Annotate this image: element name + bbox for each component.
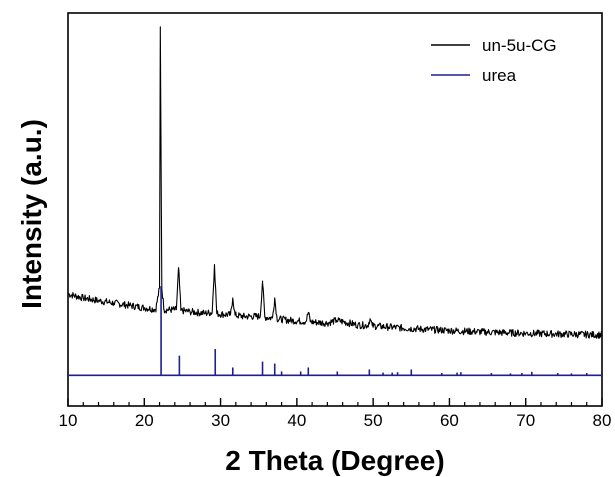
pattern-line (67, 26, 603, 339)
x-tick-label: 10 (59, 411, 78, 430)
y-axis-title: Intensity (a.u.) (16, 119, 47, 309)
legend-label: urea (482, 66, 517, 85)
series-layer (67, 26, 603, 377)
x-tick-label: 60 (440, 411, 459, 430)
legend-item: un-5u-CG (431, 36, 557, 55)
x-axis-title: 2 Theta (Degree) (225, 445, 444, 476)
plot-frame (67, 12, 603, 407)
legend-item: urea (431, 66, 517, 85)
x-tick-label: 50 (364, 411, 383, 430)
x-tick-label: 30 (211, 411, 230, 430)
series-urea (68, 286, 602, 377)
legend-label: un-5u-CG (482, 36, 557, 55)
x-axis: 10 20 30 40 50 60 70 80 (59, 398, 612, 430)
x-tick-label: 40 (287, 411, 306, 430)
legend: un-5u-CG urea (431, 36, 557, 85)
x-tick-label: 20 (135, 411, 154, 430)
x-tick-label: 70 (516, 411, 535, 430)
series-un-5u-CG (67, 26, 603, 339)
x-tick-label: 80 (593, 411, 612, 430)
